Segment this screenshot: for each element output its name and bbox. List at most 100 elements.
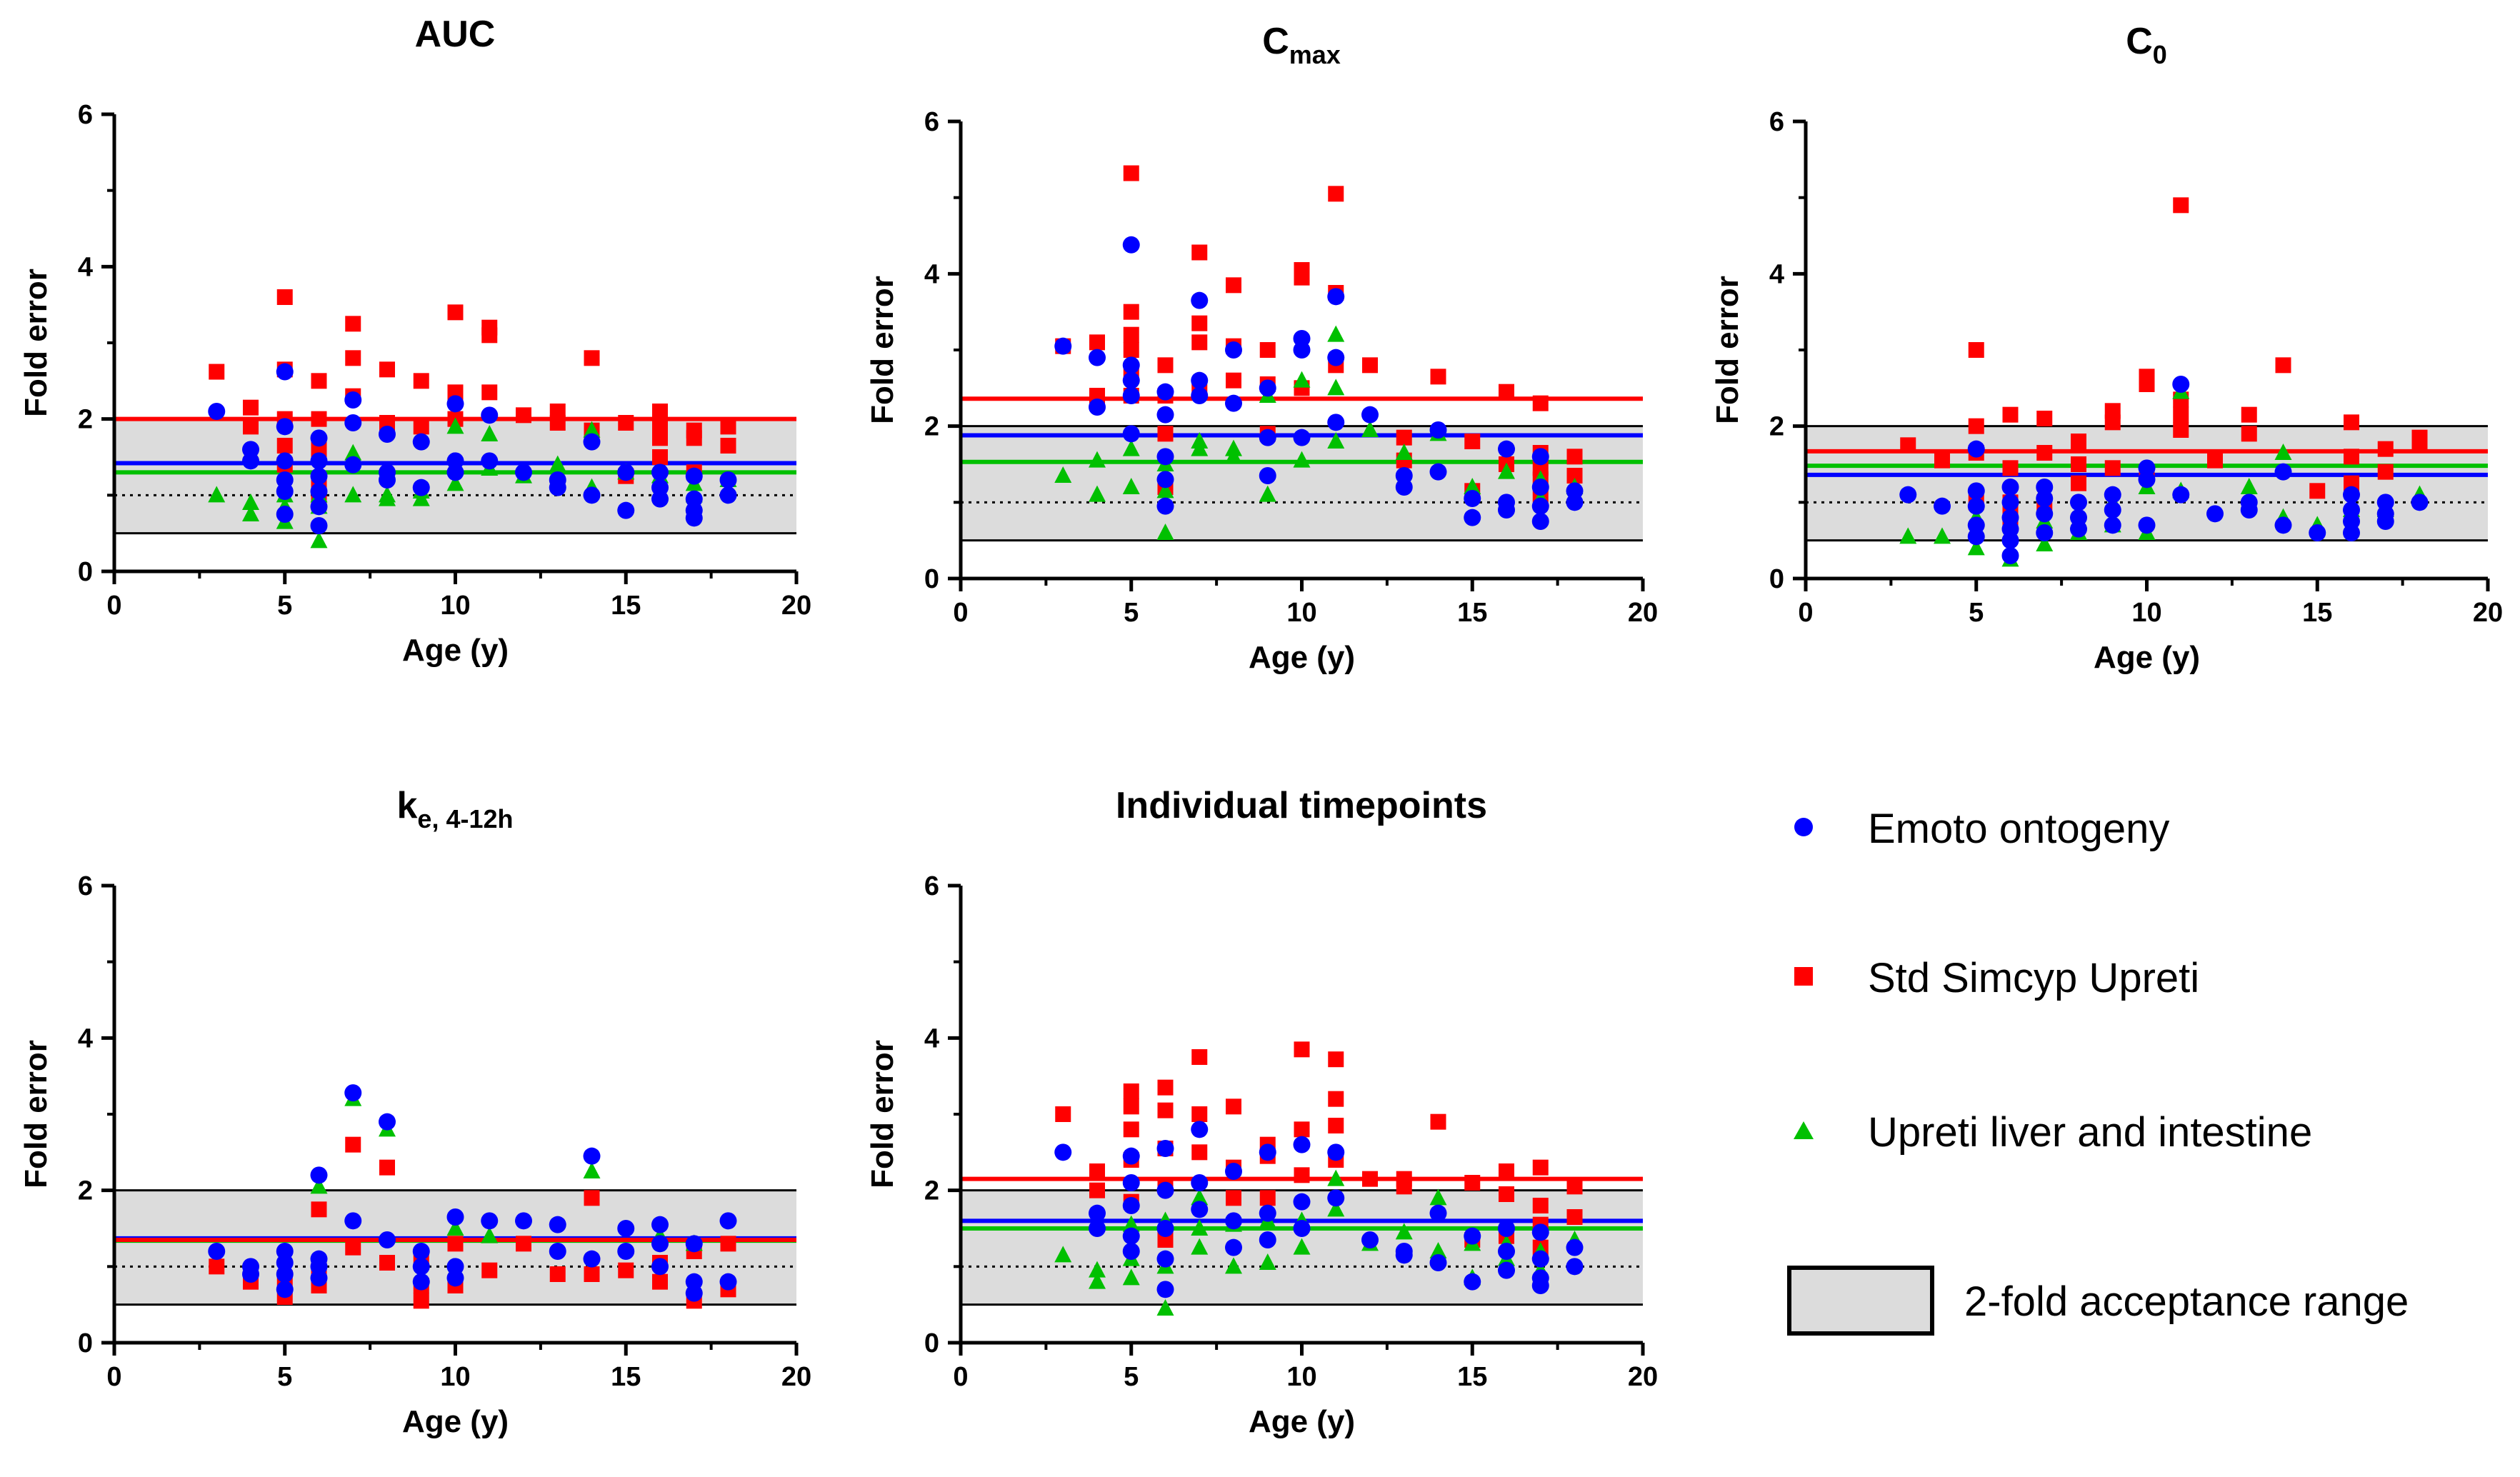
data-point-emoto [1259, 467, 1276, 484]
data-point-std [243, 419, 259, 435]
data-point-std [311, 373, 327, 389]
data-point-emoto [1191, 1121, 1209, 1138]
data-point-emoto [1327, 349, 1345, 366]
data-point-emoto [1225, 1238, 1242, 1256]
y-tick-label: 6 [924, 107, 939, 137]
data-point-upreti [208, 486, 226, 503]
y-tick-label: 4 [924, 259, 939, 289]
data-point-std [209, 364, 225, 380]
data-point-emoto [379, 1231, 396, 1248]
y-tick-label: 0 [924, 1328, 939, 1358]
y-tick-label: 4 [78, 252, 93, 282]
data-point-std [618, 415, 634, 431]
data-point-emoto [719, 1273, 737, 1291]
data-point-std [379, 361, 395, 378]
data-point-upreti [1156, 1299, 1174, 1316]
data-point-std [209, 1258, 225, 1275]
chart-panel-auc: 0 2 4 6 0 5 10 15 20 Age (y) Fold error AUC [19, 14, 811, 668]
data-point-emoto [379, 471, 396, 489]
data-point-emoto [481, 452, 499, 470]
x-tick-label: 0 [953, 1362, 968, 1392]
data-point-emoto [2001, 531, 2019, 549]
data-point-emoto [1122, 1197, 1140, 1214]
data-point-emoto [310, 452, 328, 470]
data-point-upreti [1191, 439, 1209, 456]
data-point-emoto [1429, 421, 1447, 439]
y-tick-label: 2 [1769, 412, 1784, 442]
data-point-std [481, 1262, 498, 1278]
data-point-emoto [446, 464, 464, 481]
data-point-std [720, 438, 736, 454]
x-axis-label: Age (y) [402, 633, 509, 668]
chart-title-subscript: max [1289, 40, 1341, 69]
legend-label-std: Std Simcyp Upreti [1868, 955, 2199, 1001]
data-point-std [1226, 1098, 1241, 1115]
data-point-emoto [719, 486, 737, 504]
chart-title: AUC [415, 14, 496, 55]
data-point-std [1499, 384, 1514, 400]
data-point-emoto [1531, 448, 1549, 466]
data-point-emoto [1531, 1277, 1549, 1294]
data-point-emoto [1191, 1201, 1209, 1218]
data-point-emoto [344, 456, 362, 474]
x-tick-label: 5 [277, 1362, 292, 1392]
data-point-emoto [1531, 479, 1549, 496]
data-point-std [1499, 1186, 1514, 1202]
data-point-std [311, 411, 327, 427]
data-point-std [1191, 334, 1208, 351]
data-point-emoto [651, 464, 669, 481]
data-point-std [652, 430, 668, 446]
data-point-emoto [1293, 1220, 1311, 1237]
x-tick-label: 15 [611, 591, 641, 621]
data-point-emoto [719, 1212, 737, 1230]
data-point-upreti [2036, 535, 2054, 551]
data-point-emoto [1429, 1204, 1447, 1222]
y-tick-label: 0 [924, 564, 939, 594]
data-point-emoto [685, 1284, 703, 1302]
data-point-upreti [1089, 1272, 1106, 1289]
data-point-std [720, 1236, 736, 1252]
data-point-emoto [481, 1212, 499, 1230]
data-point-emoto [1464, 1227, 1481, 1245]
data-point-emoto [2376, 513, 2394, 530]
data-point-std [413, 373, 429, 389]
data-point-std [2275, 357, 2291, 374]
data-point-emoto [1899, 486, 1917, 504]
data-point-std [481, 384, 498, 401]
data-point-std [1464, 434, 1481, 449]
data-point-emoto [276, 483, 294, 500]
data-point-emoto [583, 1250, 601, 1268]
data-point-emoto [446, 1269, 464, 1287]
data-point-emoto [1531, 1250, 1549, 1268]
chart-title: Individual timepoints [1116, 785, 1487, 826]
data-point-upreti [1225, 1257, 1242, 1274]
data-point-upreti [583, 1162, 601, 1178]
data-point-emoto [208, 1243, 226, 1260]
data-point-std [549, 415, 566, 431]
data-point-std [1259, 1190, 1276, 1206]
data-point-emoto [2274, 516, 2292, 534]
data-point-emoto [1327, 1143, 1345, 1161]
legend-band-label: 2-fold acceptance range [1964, 1278, 2409, 1325]
data-point-std [1294, 1167, 1310, 1183]
data-point-emoto [1259, 429, 1276, 446]
data-point-emoto [1293, 429, 1311, 446]
data-point-std [1566, 468, 1583, 484]
data-point-emoto [549, 479, 566, 496]
data-point-emoto [1156, 1220, 1174, 1237]
data-point-std [447, 304, 464, 321]
data-point-emoto [1498, 1220, 1515, 1237]
data-point-emoto [685, 509, 703, 527]
legend-marker-emoto [1794, 818, 1813, 836]
x-axis-label: Age (y) [2094, 640, 2200, 675]
y-tick-label: 0 [1769, 564, 1784, 594]
data-point-emoto [1566, 1238, 1584, 1256]
data-point-std [2002, 406, 2019, 423]
data-point-emoto [1156, 471, 1174, 489]
data-point-std [1191, 315, 1208, 331]
data-point-upreti [2240, 478, 2258, 494]
data-point-emoto [2104, 486, 2121, 504]
data-point-upreti [446, 474, 464, 491]
data-point-std [1362, 1171, 1378, 1187]
data-point-emoto [2036, 505, 2054, 523]
